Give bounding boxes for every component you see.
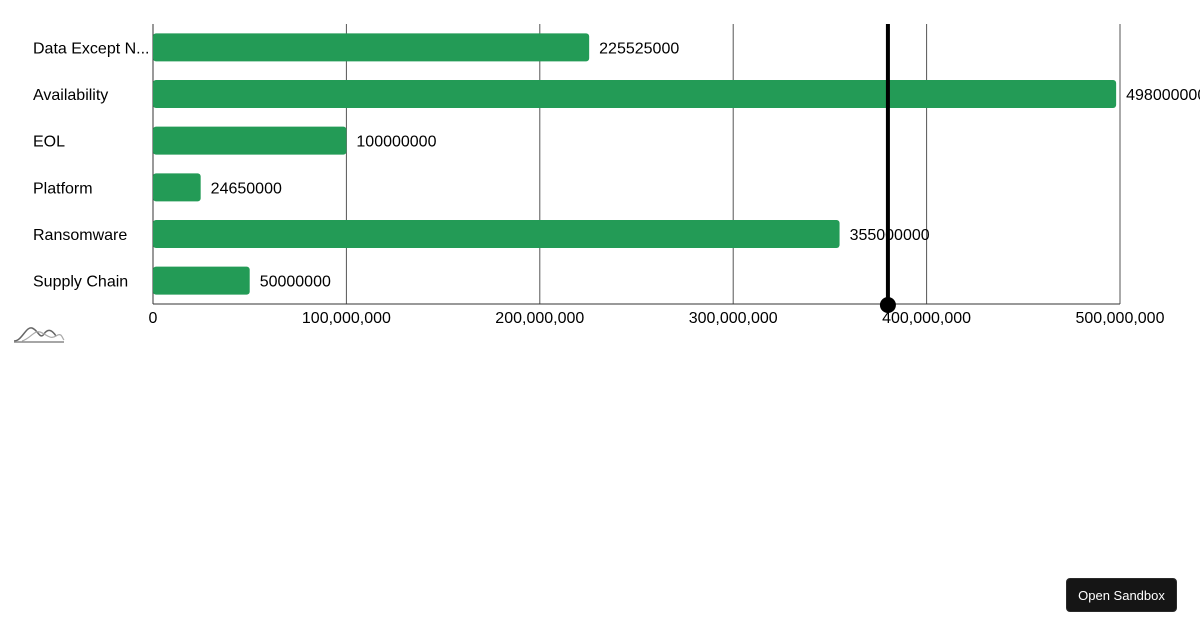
category-label: EOL <box>33 134 65 151</box>
x-tick-label: 200,000,000 <box>495 310 584 327</box>
x-tick-label: 500,000,000 <box>1076 310 1165 327</box>
bar <box>153 80 1117 108</box>
bar <box>153 220 840 248</box>
category-label: Data Except N... <box>33 40 150 57</box>
value-label: 225525000 <box>599 40 679 57</box>
bar <box>153 33 590 62</box>
marker-handle <box>879 297 896 313</box>
bar-chart: 0 100,000,000 200,000,000 300,000,000 400,00… <box>33 24 1200 327</box>
open-sandbox-button[interactable]: Open Sandbox <box>1066 578 1177 612</box>
x-tick-label: 300,000,000 <box>689 310 778 327</box>
bar <box>153 266 250 295</box>
bar <box>153 173 201 202</box>
value-label: 50000000 <box>260 274 331 291</box>
category-label: Availability <box>33 87 108 104</box>
x-tick-label: 400,000,000 <box>882 310 971 327</box>
category-label: Supply Chain <box>33 274 128 291</box>
value-label: 498000000 <box>1126 87 1200 104</box>
bar <box>153 126 347 155</box>
x-tick-label: 0 <box>149 310 158 327</box>
value-label: 24650000 <box>211 180 282 197</box>
x-tick-label: 100,000,000 <box>302 310 391 327</box>
chart-svg: 0 100,000,000 200,000,000 300,000,000 400,00… <box>33 24 1200 327</box>
value-label: 100000000 <box>356 134 436 151</box>
category-label: Ransomware <box>33 227 127 244</box>
wave-logo-icon <box>13 327 65 343</box>
category-label: Platform <box>33 180 93 197</box>
